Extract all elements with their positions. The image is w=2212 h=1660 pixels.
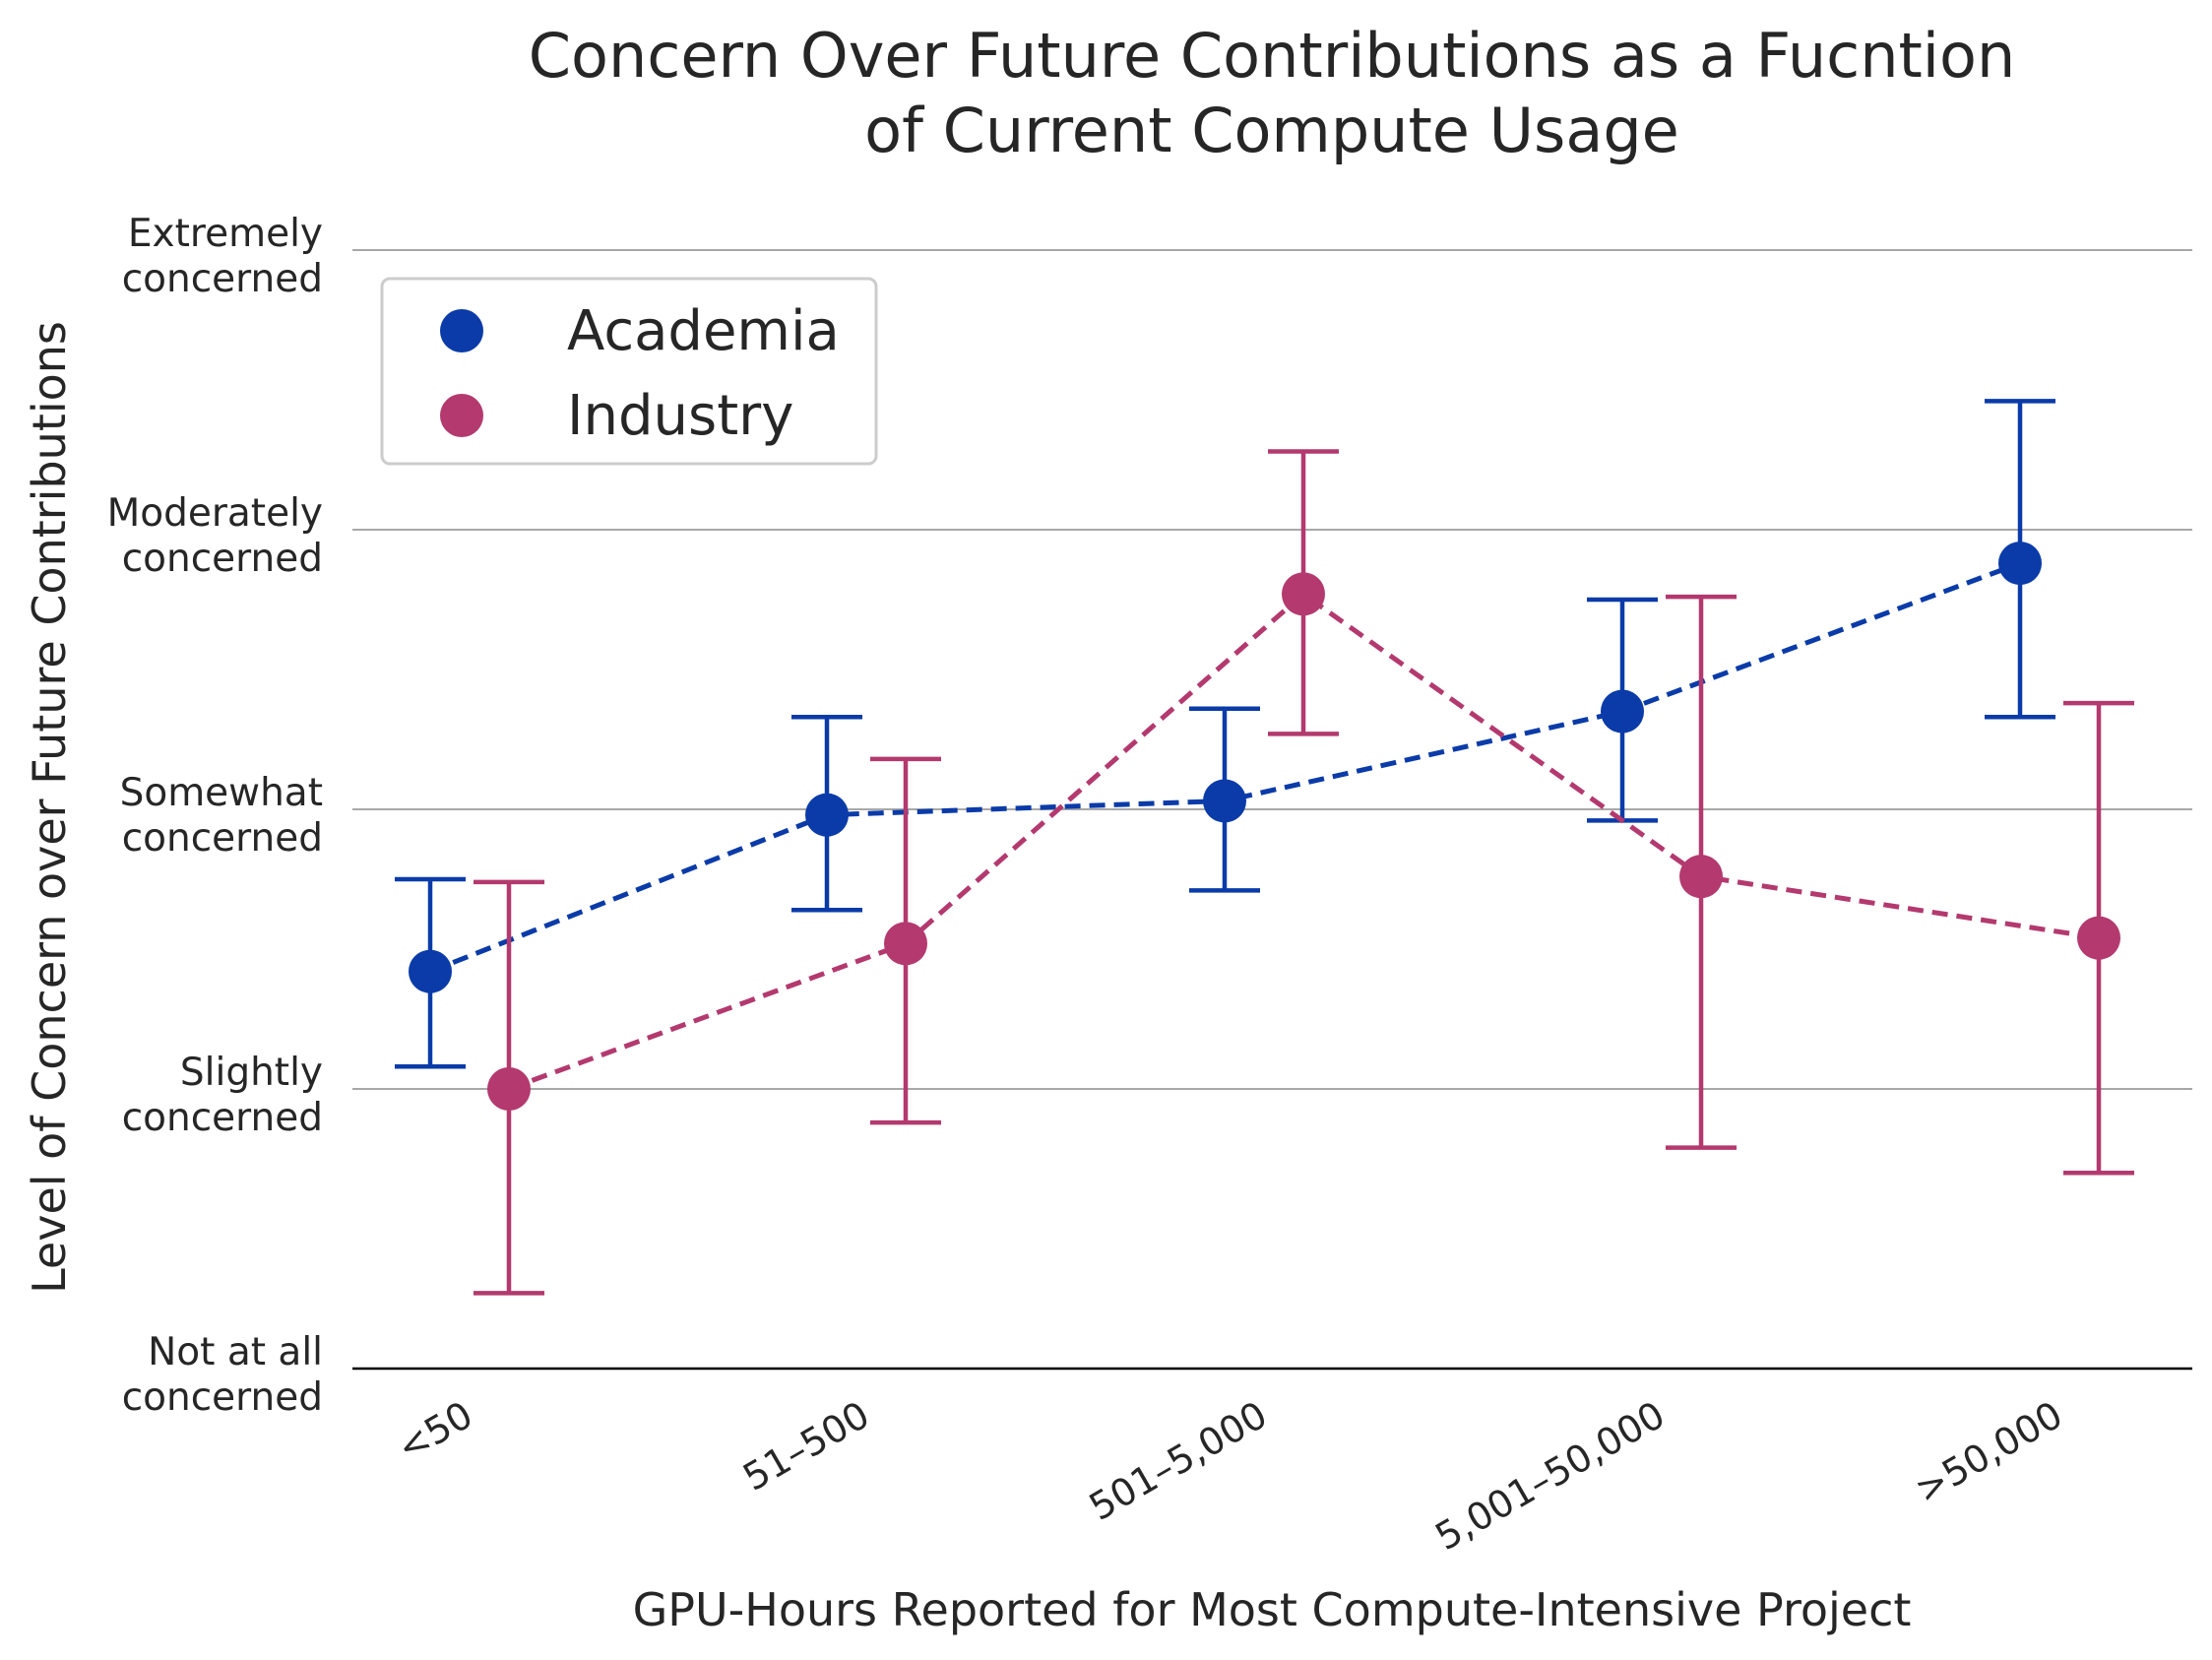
grid-lines — [352, 249, 2192, 1371]
series-line — [508, 591, 2100, 1092]
legend-label: Industry — [567, 384, 793, 448]
y-tick-label: concerned — [122, 1375, 323, 1420]
y-tick-labels: Not at allconcernedSlightlyconcernedSome… — [107, 212, 323, 1420]
data-point — [1203, 779, 1246, 823]
data-series — [395, 399, 2134, 1296]
legend-marker — [440, 394, 483, 437]
data-point — [884, 922, 927, 966]
y-tick-label: concerned — [122, 1096, 323, 1140]
chart-title: Concern Over Future Contributions as a F… — [529, 20, 2016, 166]
y-axis-label: Level of Concern over Future Contributio… — [23, 321, 76, 1294]
x-axis-label: GPU-Hours Reported for Most Compute-Inte… — [633, 1583, 1912, 1636]
legend: Academia Industry — [380, 277, 878, 466]
x-tick-label: 5,001–50,000 — [1428, 1393, 1673, 1559]
x-tick-labels: <50 51–500 501–5,000 5,001–50,000 >50,000 — [390, 1393, 2069, 1559]
data-point — [1282, 572, 1325, 616]
y-tick-label: concerned — [122, 816, 323, 861]
data-point — [409, 949, 452, 993]
y-tick-label: concerned — [122, 537, 323, 581]
legend-box — [380, 277, 878, 466]
data-point — [487, 1067, 531, 1111]
chart-title-line: Concern Over Future Contributions as a F… — [529, 20, 2016, 92]
data-point — [805, 793, 849, 837]
y-tick-label: concerned — [122, 257, 323, 301]
data-point — [1679, 855, 1723, 899]
y-tick-label: Extremely — [128, 212, 323, 256]
legend-marker — [440, 309, 483, 352]
x-tick-label: 501–5,000 — [1082, 1393, 1274, 1529]
y-tick-label: Not at all — [148, 1330, 323, 1374]
y-tick-label: Slightly — [180, 1051, 323, 1095]
x-tick-label: 51–500 — [735, 1393, 876, 1500]
data-point — [1998, 542, 2042, 586]
legend-label: Academia — [567, 299, 840, 363]
chart-title-line: of Current Compute Usage — [864, 95, 1679, 166]
data-point — [1601, 689, 1644, 734]
series-industry — [474, 449, 2134, 1296]
x-tick-label: <50 — [390, 1393, 479, 1470]
series-academia — [395, 399, 2055, 1069]
data-point — [2077, 916, 2120, 960]
y-tick-label: Somewhat — [120, 771, 323, 815]
x-tick-label: >50,000 — [1908, 1393, 2070, 1512]
y-tick-label: Moderately — [107, 491, 323, 536]
